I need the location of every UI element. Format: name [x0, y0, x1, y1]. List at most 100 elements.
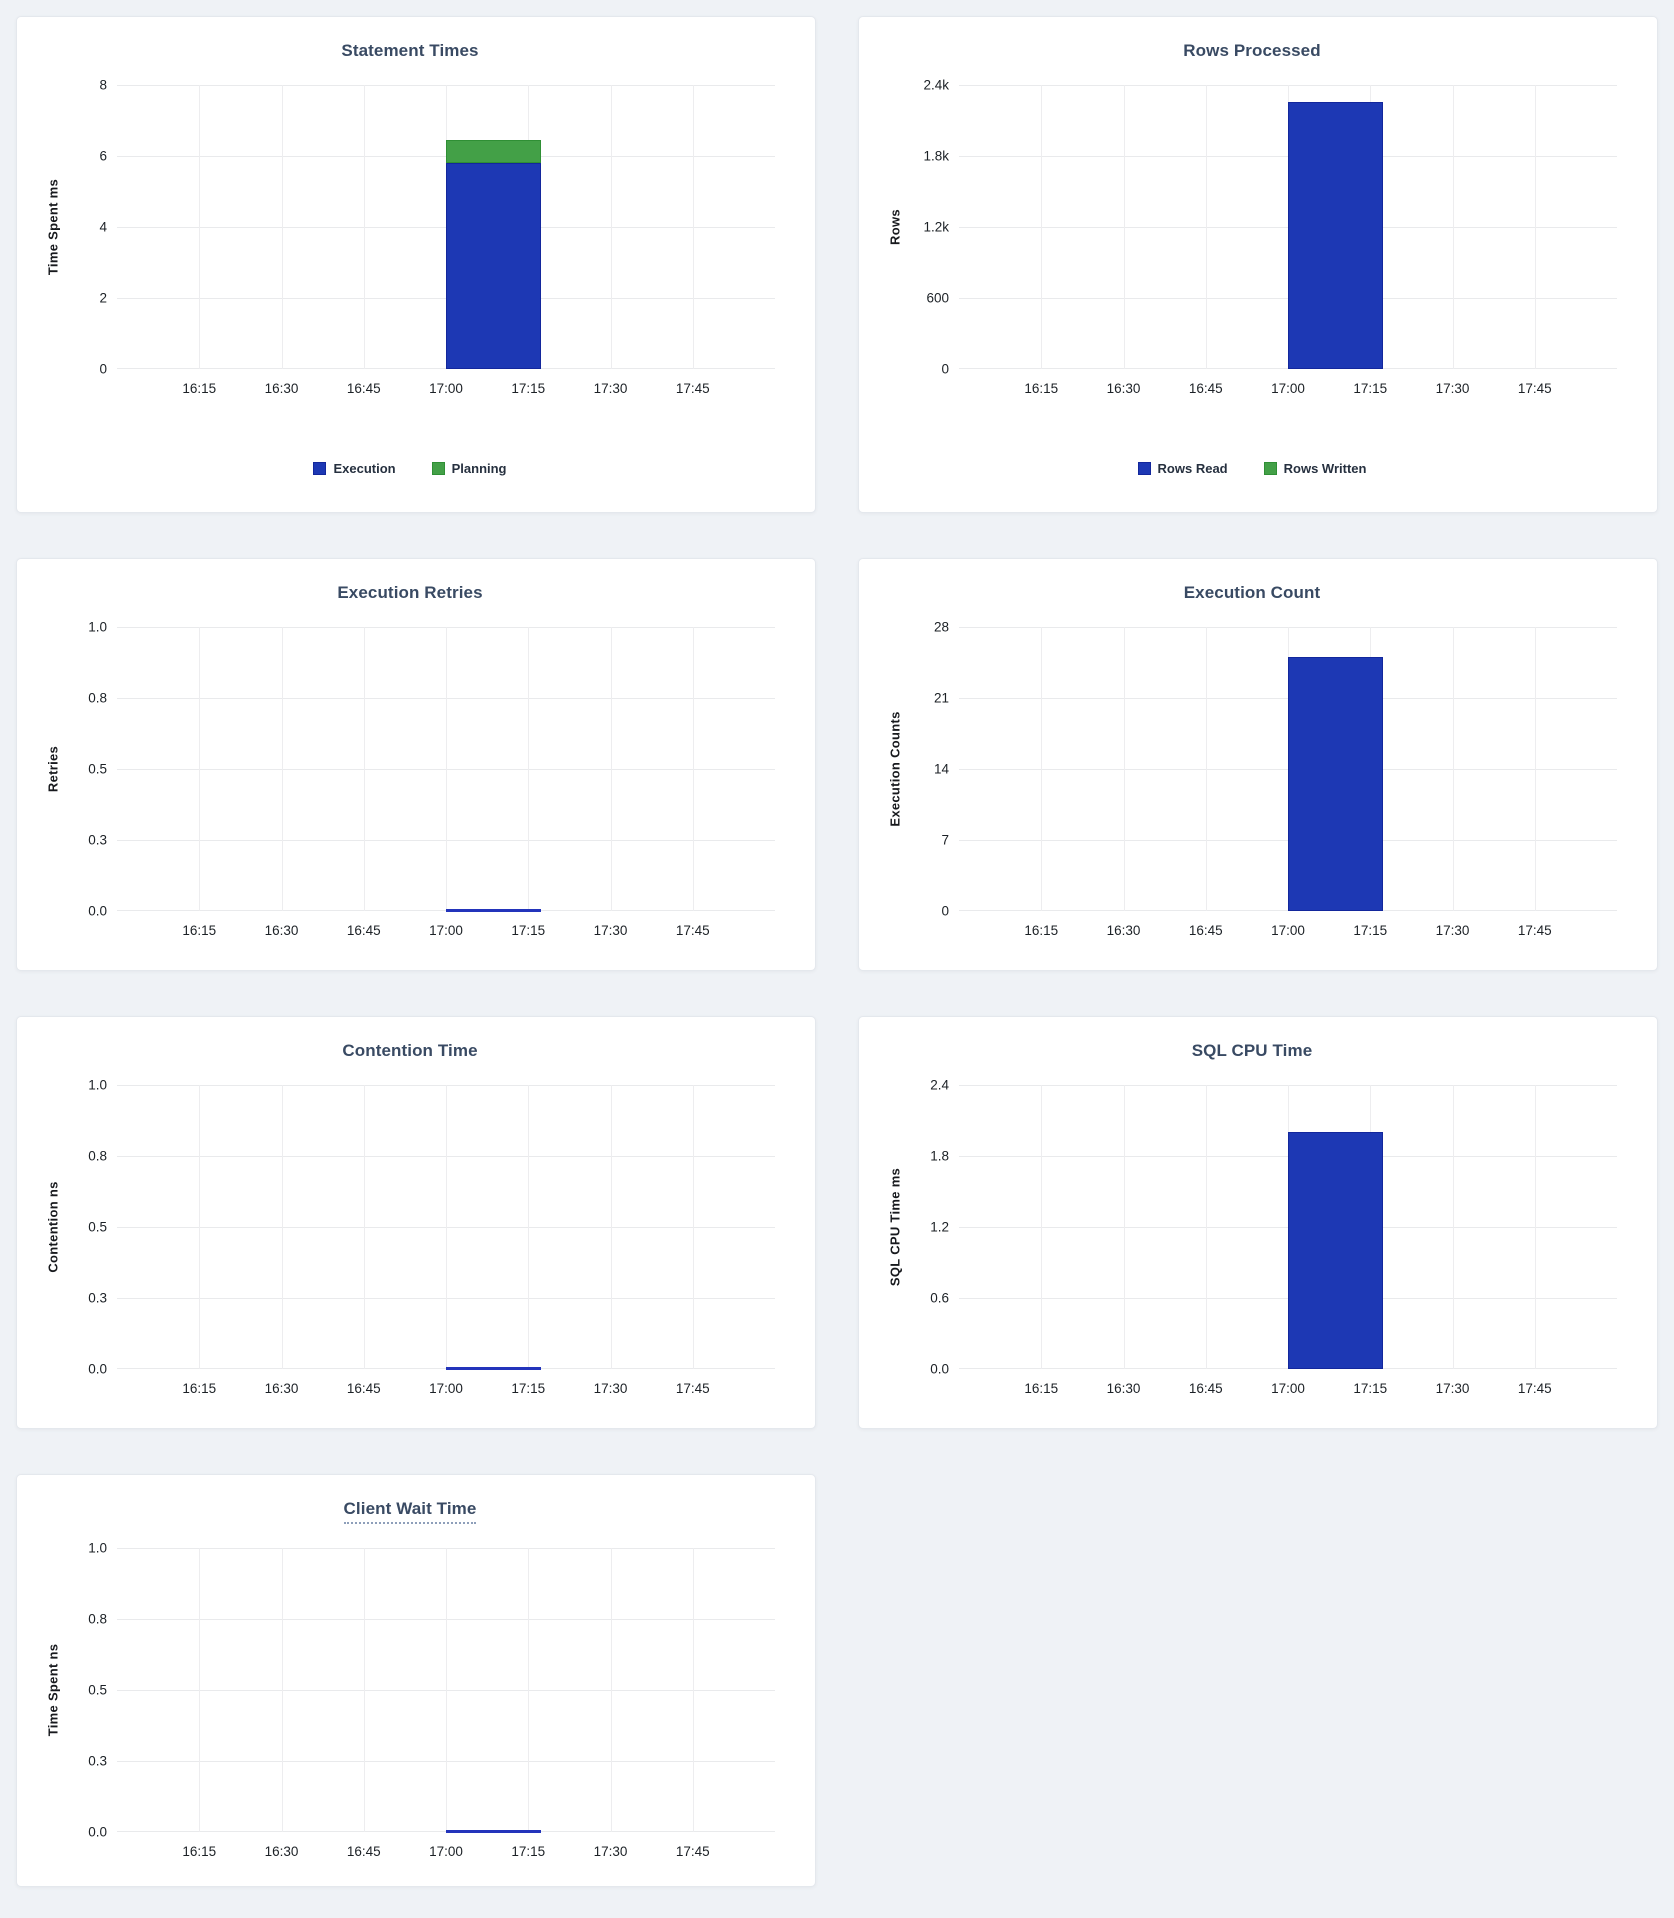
chart-body: Execution Counts 28 21 14 7 0 — [887, 620, 1617, 919]
x-tick-label: 17:45 — [1517, 923, 1552, 938]
y-tick-label: 2.4k — [923, 77, 949, 93]
y-tick-label: 0 — [941, 903, 949, 919]
chart-title-row: SQL CPU Time — [887, 1041, 1617, 1061]
chart-title: Statement Times — [341, 41, 479, 60]
x-tick-label: 16:15 — [182, 923, 217, 938]
chart-title: Contention Time — [342, 1041, 478, 1060]
y-tick-label: 0.8 — [88, 1611, 107, 1627]
y-axis: Execution Counts 28 21 14 7 0 — [887, 620, 959, 919]
zero-value-bar[interactable] — [446, 909, 542, 912]
x-axis: 16:15 16:30 16:45 17:00 17:15 17:30 17:45 — [117, 1832, 775, 1868]
chart-title-row: Client Wait Time — [45, 1499, 775, 1524]
x-axis-row: 16:15 16:30 16:45 17:00 17:15 17:30 17:45 — [887, 1369, 1617, 1405]
chart-legend: Execution Planning — [45, 461, 775, 490]
gridline-vertical — [281, 627, 283, 911]
legend-item[interactable]: Execution — [313, 461, 396, 476]
x-axis: 16:15 16:30 16:45 17:00 17:15 17:30 17:45 — [959, 1369, 1617, 1405]
plot-area[interactable] — [117, 1085, 775, 1370]
gridline-vertical — [1123, 85, 1125, 369]
x-tick-label: 16:15 — [182, 1381, 217, 1396]
y-tick-label: 2.4 — [930, 1077, 949, 1093]
x-tick-label: 16:30 — [1106, 923, 1141, 938]
x-tick-label: 16:30 — [264, 1381, 299, 1396]
plot-area[interactable] — [117, 85, 775, 369]
gridline-vertical — [692, 1085, 694, 1369]
x-tick-label: 16:45 — [346, 923, 381, 938]
x-tick-label: 16:45 — [1188, 381, 1223, 396]
legend-item[interactable]: Rows Read — [1137, 461, 1228, 476]
x-axis-spacer — [45, 1369, 117, 1405]
plot-area[interactable] — [959, 1085, 1617, 1369]
gridline-vertical — [446, 1085, 447, 1369]
y-tick-label: 0.6 — [930, 1290, 949, 1306]
y-tick-label: 2 — [99, 290, 107, 306]
plot-area[interactable] — [117, 627, 775, 912]
gridline-vertical — [610, 85, 612, 369]
bar-execution[interactable] — [446, 163, 542, 369]
chart-title: SQL CPU Time — [1191, 1041, 1313, 1060]
gridline-vertical — [1123, 627, 1125, 911]
zero-value-bar[interactable] — [446, 1830, 542, 1833]
chart-card-contention-time: Contention Time Contention ns 1.0 0.8 0.5 0… — [16, 1016, 816, 1429]
y-tick-label: 0.8 — [88, 1148, 107, 1164]
x-tick-label: 17:15 — [511, 381, 546, 396]
y-tick-label: 1.0 — [88, 1077, 107, 1093]
y-axis: Rows 2.4k 1.8k 1.2k 600 0 — [887, 78, 959, 377]
bar-planning[interactable] — [446, 140, 542, 164]
gridline-vertical — [692, 1548, 694, 1832]
x-axis-spacer — [45, 369, 117, 405]
y-tick-label: 600 — [926, 290, 949, 306]
legend-label: Execution — [333, 461, 396, 476]
chart-card-client-wait-time: Client Wait Time Time Spent ns 1.0 0.8 0.5… — [16, 1474, 816, 1887]
gridline-vertical — [1534, 627, 1536, 911]
y-tick-label: 0 — [941, 361, 949, 377]
chart-title-tooltip[interactable]: Client Wait Time — [343, 1499, 477, 1524]
y-tick-label: 0.3 — [88, 1290, 107, 1306]
x-axis-spacer — [887, 369, 959, 405]
legend-item[interactable]: Rows Written — [1263, 461, 1367, 476]
zero-value-bar[interactable] — [446, 1367, 542, 1370]
x-axis-spacer — [45, 911, 117, 947]
x-tick-label: 17:00 — [429, 923, 463, 938]
x-axis: 16:15 16:30 16:45 17:00 17:15 17:30 17:45 — [117, 369, 775, 405]
gridline-vertical — [610, 1085, 612, 1369]
x-axis: 16:15 16:30 16:45 17:00 17:15 17:30 17:45 — [959, 369, 1617, 405]
x-tick-label: 17:15 — [1353, 923, 1388, 938]
y-axis: Time Spent ms 8 6 4 2 0 — [45, 78, 117, 377]
y-tick-label: 1.8k — [923, 148, 949, 164]
bar-sql-cpu-time[interactable] — [1288, 1132, 1384, 1369]
gridline-vertical — [1534, 85, 1536, 369]
y-tick-label: 0.5 — [88, 761, 107, 777]
gridline-vertical — [199, 85, 201, 369]
legend-item[interactable]: Planning — [431, 461, 507, 476]
gridline-vertical — [1205, 85, 1207, 369]
y-tick-label: 1.0 — [88, 619, 107, 635]
gridline-vertical — [199, 627, 201, 911]
y-axis-label: Retries — [45, 745, 61, 793]
legend-swatch-icon — [431, 462, 445, 475]
gridline-vertical — [692, 627, 694, 911]
chart-title-row: Rows Processed — [887, 41, 1617, 61]
plot-area[interactable] — [959, 85, 1617, 369]
x-tick-label: 17:15 — [511, 923, 546, 938]
x-tick-label: 16:15 — [1024, 381, 1059, 396]
x-axis-row: 16:15 16:30 16:45 17:00 17:15 17:30 17:45 — [887, 369, 1617, 405]
chart-card-rows-processed: Rows Processed Rows 2.4k 1.8k 1.2k 600 0 16:… — [858, 16, 1658, 513]
y-tick-label: 28 — [933, 619, 949, 635]
plot-area[interactable] — [959, 627, 1617, 911]
x-tick-label: 17:00 — [1271, 1381, 1305, 1396]
y-tick-label: 21 — [933, 690, 949, 706]
plot-area[interactable] — [117, 1548, 775, 1833]
y-tick-label: 8 — [99, 77, 107, 93]
chart-body: Retries 1.0 0.8 0.5 0.3 0.0 — [45, 620, 775, 919]
bar-rows-read[interactable] — [1288, 101, 1384, 369]
y-tick-label: 0.0 — [88, 1824, 107, 1840]
y-tick-label: 1.2k — [923, 219, 949, 235]
legend-label: Rows Written — [1283, 461, 1367, 476]
bar-execution-count[interactable] — [1288, 657, 1384, 911]
gridline-vertical — [528, 1085, 530, 1369]
y-axis-label: Time Spent ns — [45, 1643, 61, 1737]
x-tick-label: 16:15 — [1024, 923, 1059, 938]
x-tick-label: 17:00 — [429, 1844, 463, 1859]
gridline-vertical — [1534, 1085, 1536, 1369]
